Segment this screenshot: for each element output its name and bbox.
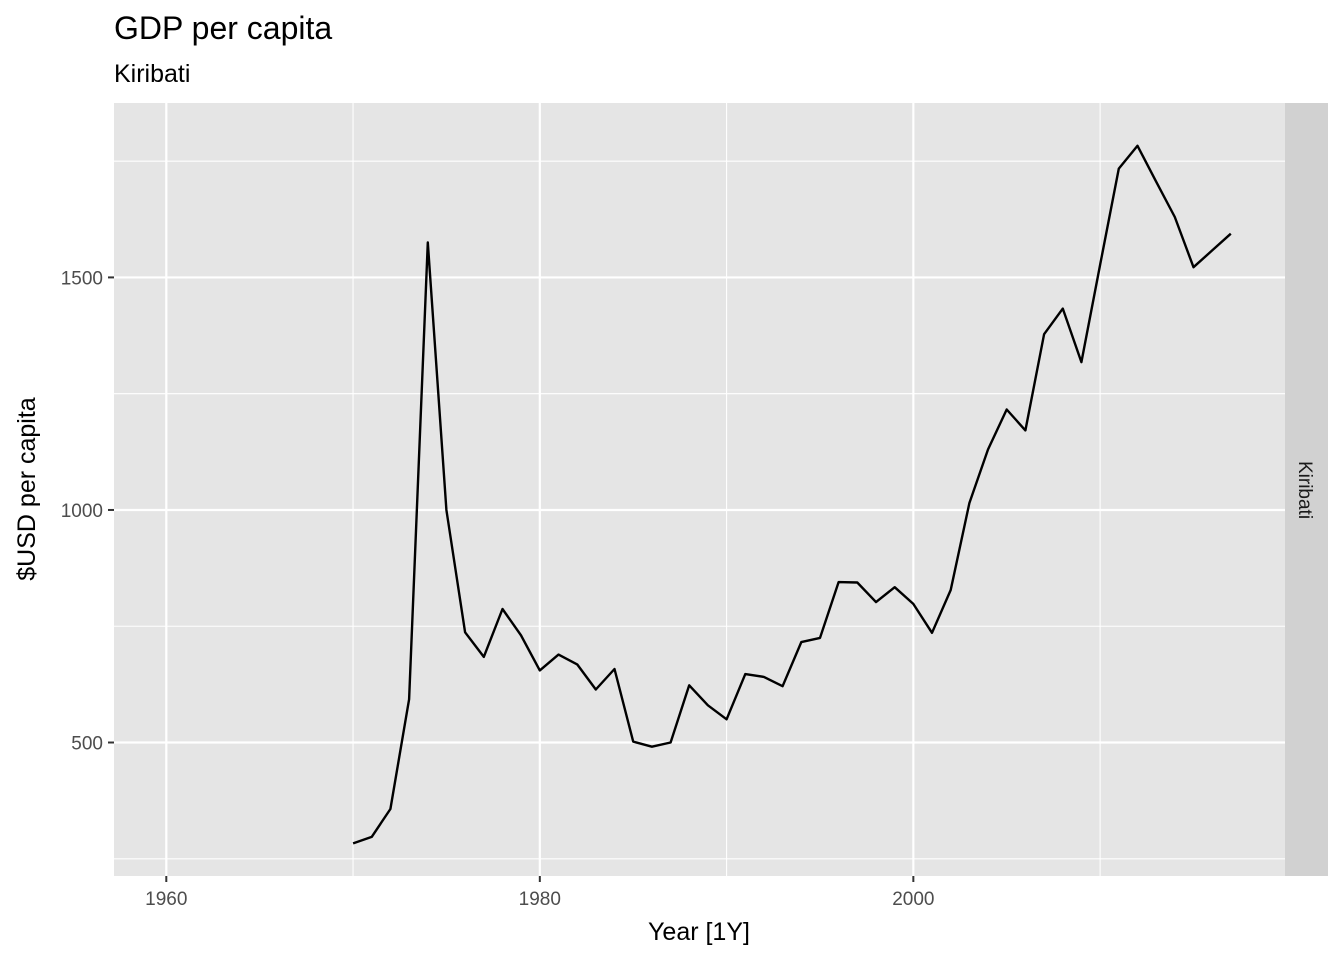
- series-line: [352, 144, 1232, 845]
- major-gridlines: [114, 103, 1285, 876]
- minor-gridlines: [114, 103, 1285, 876]
- x-tick-label: 1960: [145, 889, 187, 910]
- x-tick-label: 2000: [892, 889, 934, 910]
- x-tick-label: 1980: [519, 889, 561, 910]
- plot-panel: [114, 103, 1285, 876]
- y-axis: 500 1000 1500: [61, 268, 114, 755]
- chart-title: GDP per capita: [114, 10, 332, 46]
- y-axis-title: $USD per capita: [13, 397, 41, 581]
- x-axis: 1960 1980 2000: [145, 876, 934, 910]
- facet-strip-label: Kiribati: [1294, 461, 1315, 519]
- y-tick-label: 500: [71, 734, 103, 755]
- x-axis-title: Year [1Y]: [648, 918, 750, 946]
- facet-strip: [1285, 103, 1328, 876]
- y-tick-label: 1000: [61, 501, 103, 522]
- y-tick-label: 1500: [61, 268, 103, 289]
- chart-subtitle: Kiribati: [114, 60, 190, 88]
